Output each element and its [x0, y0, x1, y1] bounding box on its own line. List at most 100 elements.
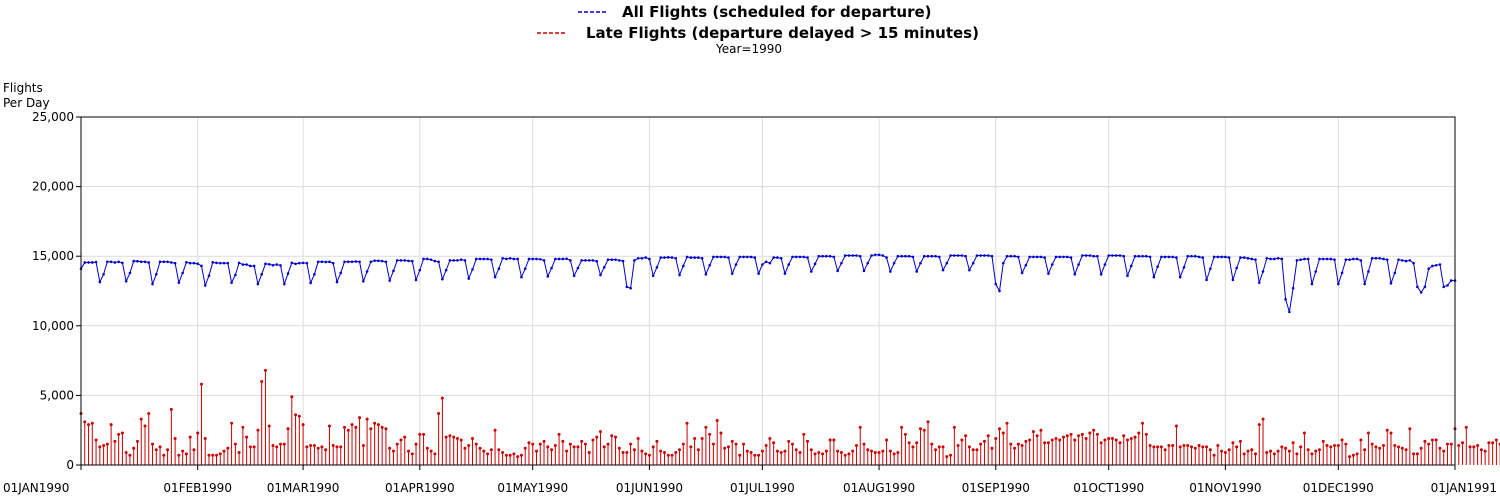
all-flights-point: [1235, 266, 1238, 270]
late-flights-point: [1182, 444, 1186, 448]
all-flights-point: [892, 261, 896, 265]
all-flights-point: [1216, 255, 1220, 259]
all-flights-point: [629, 286, 632, 290]
all-flights-point: [599, 273, 602, 277]
late-flights-point: [994, 437, 998, 441]
all-flights-point: [1276, 256, 1280, 260]
late-flights-point: [1065, 434, 1069, 438]
late-flights-point: [610, 434, 614, 438]
late-flights-point: [779, 450, 783, 454]
late-flights-point: [369, 427, 373, 431]
late-flights-point: [497, 448, 501, 452]
late-flights-point: [1077, 434, 1081, 438]
x-tick-label: 01DEC1990: [1303, 481, 1374, 495]
all-flights-point: [569, 259, 572, 262]
all-flights-point: [90, 261, 94, 264]
all-flights-point: [625, 285, 629, 289]
late-flights-point: [1479, 448, 1483, 452]
all-flights-point: [1107, 254, 1110, 257]
all-flights-point: [998, 289, 1001, 293]
all-flights-point: [1032, 255, 1035, 259]
all-flights-point: [463, 259, 467, 262]
late-flights-point: [158, 445, 162, 449]
late-flights-point: [550, 448, 554, 452]
all-flights-point: [1163, 255, 1167, 259]
late-flights-point: [1464, 425, 1468, 429]
late-flights-point: [602, 445, 606, 449]
all-flights-point: [211, 261, 215, 264]
late-flights-point: [937, 445, 941, 449]
late-flights-point: [1408, 427, 1412, 431]
late-flights-point: [813, 452, 817, 456]
late-flights-point: [463, 446, 467, 450]
all-flights-point: [768, 261, 772, 265]
all-flights-point: [1284, 298, 1287, 301]
all-flights-point: [953, 254, 956, 257]
late-flights-point: [885, 438, 889, 442]
all-flights-point: [256, 282, 260, 286]
late-flights-point: [124, 450, 128, 454]
all-flights-point: [426, 257, 429, 261]
all-flights-point: [121, 261, 124, 265]
late-flights-point: [572, 445, 576, 449]
late-flights-point: [1046, 441, 1050, 445]
all-flights-point: [124, 279, 128, 283]
late-flights-point: [305, 445, 309, 449]
late-flights-point: [222, 449, 226, 453]
late-flights-point: [324, 448, 328, 452]
all-flights-point: [682, 264, 685, 268]
all-flights-point: [520, 275, 523, 279]
all-flights-point: [448, 259, 452, 262]
all-flights-point: [1239, 256, 1242, 259]
all-flights-point: [151, 282, 154, 286]
late-flights-point: [1269, 449, 1273, 453]
all-flights-point: [1054, 255, 1058, 259]
all-flights-point: [1250, 257, 1254, 261]
late-flights-point: [1434, 438, 1438, 442]
all-flights-point: [674, 256, 678, 260]
late-flights-point: [166, 448, 170, 452]
all-flights-point: [1227, 256, 1231, 259]
late-flights-point: [1110, 437, 1114, 441]
all-flights-point: [188, 261, 192, 265]
late-flights-point: [1257, 423, 1261, 427]
all-flights-point: [761, 263, 764, 266]
late-flights-point: [1468, 445, 1472, 449]
all-flights-point: [1156, 265, 1159, 268]
late-flights-point: [452, 435, 456, 439]
late-flights-point: [621, 450, 625, 454]
all-flights-point: [1039, 255, 1043, 259]
all-flights-point: [986, 254, 990, 257]
all-flights-point: [1389, 282, 1393, 285]
late-flights-point: [907, 441, 911, 445]
late-flights-point: [1231, 441, 1235, 445]
all-flights-point: [580, 259, 583, 262]
all-flights-point: [1005, 254, 1009, 258]
all-flights-point: [1009, 254, 1013, 258]
all-flights-point: [373, 259, 376, 262]
late-flights-point: [858, 425, 862, 429]
all-flights-point: [994, 282, 998, 286]
late-flights-point: [512, 452, 516, 456]
late-flights-point: [892, 452, 896, 456]
late-flights-point: [1265, 450, 1269, 454]
late-flights-point: [1261, 417, 1265, 421]
late-flights-point: [1491, 441, 1495, 445]
all-flights-point: [1340, 271, 1344, 275]
all-flights-point: [968, 268, 971, 272]
all-flights-point: [1231, 278, 1235, 282]
all-flights-point: [369, 260, 373, 264]
late-flights-point: [1363, 448, 1367, 452]
all-flights-point: [1434, 263, 1438, 267]
late-flights-point: [565, 449, 569, 453]
late-flights-point: [1340, 438, 1344, 442]
late-flights-point: [98, 445, 102, 449]
late-flights-point: [768, 437, 772, 441]
late-flights-point: [365, 417, 369, 421]
all-flights-point: [414, 278, 418, 282]
all-flights-point: [102, 272, 105, 276]
late-flights-point: [1276, 449, 1280, 453]
all-flights-point: [226, 261, 230, 265]
all-flights-point: [1193, 254, 1197, 258]
all-flights-point: [911, 255, 915, 259]
